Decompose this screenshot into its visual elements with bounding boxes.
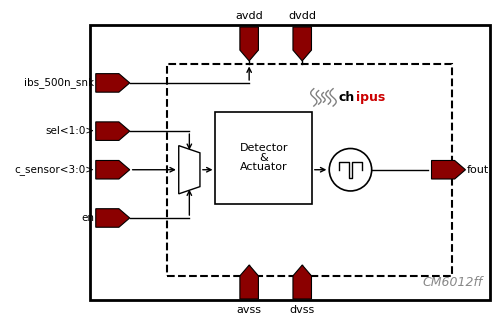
Text: c_sensor<3:0>: c_sensor<3:0> [14,164,94,175]
Text: dvdd: dvdd [288,11,316,21]
Polygon shape [178,146,200,194]
Polygon shape [293,265,312,299]
Text: avss: avss [236,305,262,315]
Bar [90,25,490,300]
Text: Actuator: Actuator [240,162,288,172]
Polygon shape [96,74,130,92]
Text: ibs_500n_snk: ibs_500n_snk [24,77,94,88]
Text: ch: ch [339,91,355,104]
Text: CM6012ff: CM6012ff [422,276,482,289]
Bar [216,112,312,203]
Polygon shape [96,122,130,140]
Polygon shape [96,209,130,227]
Text: avdd: avdd [236,11,263,21]
Polygon shape [240,27,258,61]
Text: dvss: dvss [290,305,315,315]
Polygon shape [96,161,130,179]
Text: fout: fout [467,165,489,175]
Text: &: & [260,153,268,163]
Polygon shape [293,27,312,61]
Text: sel<1:0>: sel<1:0> [45,126,94,136]
Text: en: en [81,213,94,223]
Polygon shape [240,265,258,299]
Bar [167,64,452,276]
Text: Detector: Detector [240,143,288,153]
Polygon shape [432,161,466,179]
Text: ipus: ipus [356,91,386,104]
